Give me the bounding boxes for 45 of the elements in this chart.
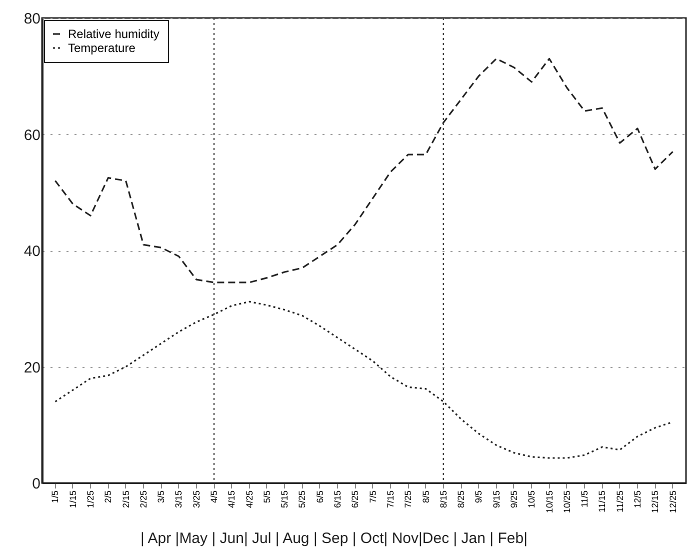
x-tick-label: 11/5 bbox=[580, 490, 590, 508]
text: | Apr |May | Jun| Jul | Aug | Sep | Oct| Nov|Dec | Jan | Feb| bbox=[140, 530, 528, 547]
x-tick-label: 7/15 bbox=[385, 490, 396, 508]
x-tick-label: 4/25 bbox=[244, 490, 254, 508]
x-tick-label: 9/5 bbox=[474, 490, 484, 504]
legend-label: Relative humidity bbox=[68, 27, 160, 41]
x-tick-label: 12/25 bbox=[668, 490, 678, 514]
x-tick-label: 10/5 bbox=[526, 490, 537, 508]
x-tick-label: 4/5 bbox=[209, 490, 220, 504]
x-tick-label: 8/25 bbox=[456, 490, 466, 508]
x-tick-label: 3/25 bbox=[191, 490, 202, 508]
x-tick-label: 12/15 bbox=[650, 490, 660, 514]
x-tick-label: 2/5 bbox=[103, 490, 114, 504]
x-tick-label: 5/15 bbox=[280, 490, 290, 508]
legend-label: Temperature bbox=[68, 41, 136, 55]
line-series bbox=[54, 58, 674, 284]
x-tick-label: 10/15 bbox=[544, 490, 554, 514]
x-tick-label: 6/5 bbox=[314, 490, 325, 504]
y-tick-label: 40 bbox=[24, 243, 40, 260]
x-tick-label: 11/15 bbox=[597, 490, 608, 512]
x-tick-label: 1/5 bbox=[50, 490, 60, 504]
x-tick-label: 9/25 bbox=[508, 490, 519, 508]
x-tick-label: 2/15 bbox=[120, 490, 131, 508]
x-tick-label: 9/15 bbox=[491, 490, 502, 508]
x-tick-label: 4/15 bbox=[226, 490, 237, 508]
y-tick-label: 20 bbox=[24, 359, 40, 376]
x-tick-label: 6/25 bbox=[350, 490, 360, 508]
x-tick-label: 10/25 bbox=[562, 490, 572, 514]
x-tick-label: 7/5 bbox=[368, 490, 378, 504]
y-tick-label: 0 bbox=[32, 476, 40, 492]
x-tick-label: 12/5 bbox=[632, 490, 642, 508]
x-tick-label: 3/5 bbox=[156, 490, 166, 504]
y-tick-label: 80 bbox=[24, 10, 40, 28]
x-tick-label: 8/5 bbox=[420, 490, 431, 504]
x-tick-label: 6/15 bbox=[332, 490, 343, 508]
x-tick-label: 8/15 bbox=[438, 490, 448, 508]
x-tick-label: 11/25 bbox=[614, 490, 625, 512]
x-tick-label: 3/15 bbox=[174, 490, 184, 508]
x-tick-label: 1/25 bbox=[86, 490, 96, 508]
x-tick-label: 1/15 bbox=[68, 490, 78, 508]
x-tick-label: 5/5 bbox=[262, 490, 272, 504]
y-tick-label: 60 bbox=[24, 126, 40, 144]
x-tick-label: 7/25 bbox=[403, 490, 414, 508]
x-tick-label: 5/25 bbox=[297, 490, 308, 508]
x-tick-label: 2/25 bbox=[138, 490, 148, 508]
